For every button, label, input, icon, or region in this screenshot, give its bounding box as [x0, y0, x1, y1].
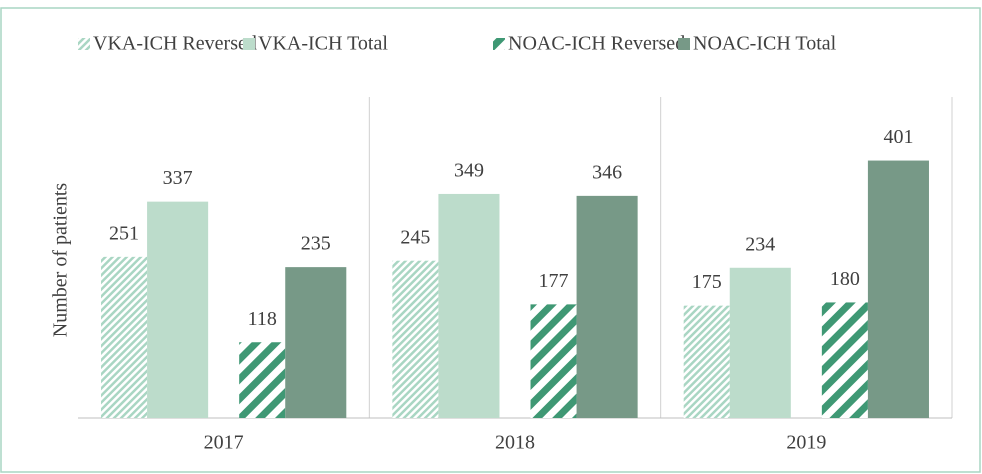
- value-label: 349: [454, 160, 484, 182]
- bar: [530, 304, 577, 418]
- bar: [683, 305, 730, 418]
- value-label: 251: [109, 222, 139, 244]
- value-label: 346: [592, 161, 622, 183]
- bar: [147, 201, 209, 418]
- y-axis-label: Number of patients: [50, 183, 72, 338]
- legend-label: NOAC-ICH Total: [693, 33, 837, 55]
- bar: [729, 267, 791, 418]
- bar: [576, 195, 638, 418]
- frame: [0, 7, 981, 473]
- bar: [101, 256, 148, 418]
- value-label: 177: [539, 270, 569, 292]
- bar: [285, 267, 347, 418]
- legend-label: VKA-ICH Reversed: [93, 33, 257, 55]
- x-tick-label: 2019: [786, 432, 826, 454]
- x-tick-label: 2018: [495, 432, 535, 454]
- legend-swatch: [243, 38, 255, 50]
- value-label: 180: [830, 268, 860, 290]
- value-label: 234: [745, 233, 775, 255]
- bar: [239, 342, 286, 418]
- value-label: 401: [883, 126, 913, 148]
- value-label: 118: [248, 308, 277, 330]
- bar: [821, 302, 868, 418]
- value-label: 245: [400, 226, 430, 248]
- legend-swatch: [678, 38, 690, 50]
- legend-swatch: [78, 38, 90, 50]
- legend-swatch: [493, 38, 505, 50]
- x-tick-label: 2017: [204, 432, 244, 454]
- bar: [867, 160, 929, 419]
- bar: [392, 260, 439, 418]
- value-label: 235: [301, 233, 331, 255]
- legend-label: NOAC-ICH Reversed: [508, 33, 685, 55]
- bar: [438, 193, 500, 418]
- value-label: 175: [692, 271, 722, 293]
- legend-label: VKA-ICH Total: [258, 33, 388, 55]
- value-label: 337: [163, 167, 193, 189]
